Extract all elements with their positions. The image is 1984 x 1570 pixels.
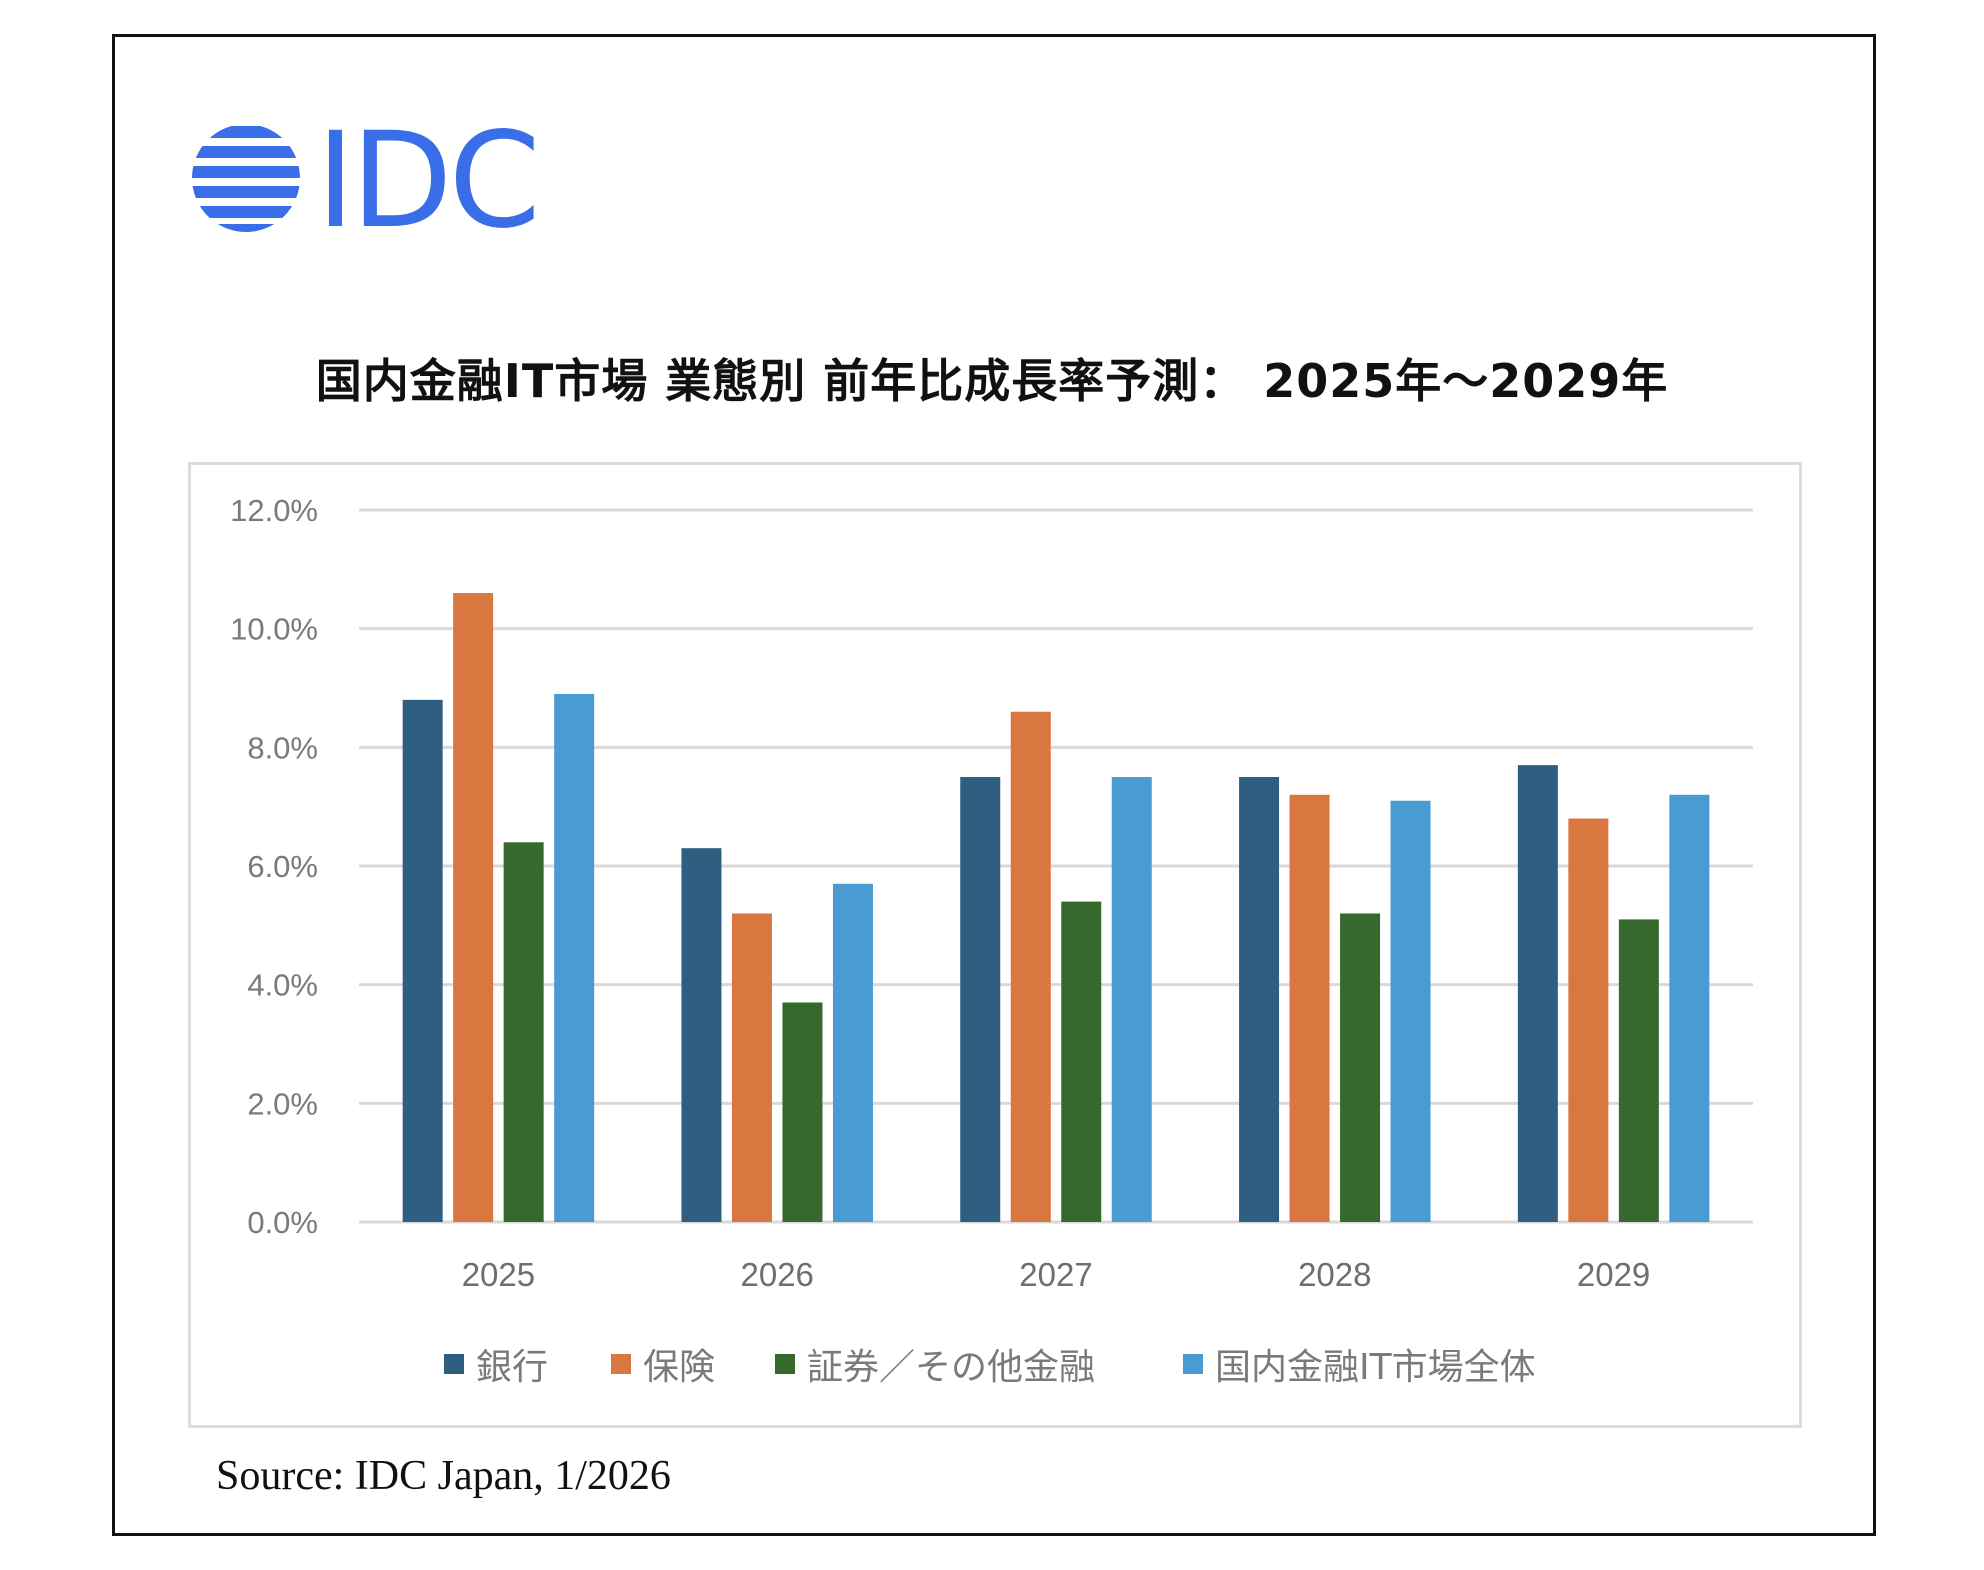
x-tick-label: 2025 (462, 1256, 535, 1293)
bar-2027-0 (960, 777, 1001, 1222)
bar-2029-3 (1669, 794, 1710, 1222)
bar-2027-1 (1010, 711, 1051, 1222)
x-tick-label: 2027 (1019, 1256, 1092, 1293)
y-tick-label: 2.0% (247, 1086, 318, 1121)
legend-swatch (611, 1354, 631, 1374)
bar-2026-1 (731, 913, 772, 1222)
bar-2028-1 (1289, 794, 1330, 1222)
bar-2025-2 (503, 842, 544, 1222)
bar-2027-3 (1111, 777, 1152, 1222)
figure-frame (112, 34, 1876, 1536)
legend-item: 国内金融IT市場全体 (1183, 1338, 1536, 1390)
y-tick-label: 0.0% (247, 1205, 318, 1240)
bar-2026-0 (681, 848, 722, 1222)
chart-title: 国内金融IT市場 業態別 前年比成長率予測： 2025年～2029年 (315, 354, 1669, 408)
x-tick-label: 2028 (1298, 1256, 1371, 1293)
legend-swatch (1183, 1354, 1203, 1374)
bar-2026-3 (832, 883, 873, 1222)
y-tick-label: 10.0% (230, 612, 318, 647)
y-tick-label: 12.0% (230, 493, 318, 528)
x-tick-label: 2026 (740, 1256, 813, 1293)
bar-2029-0 (1517, 765, 1558, 1222)
bar-2026-2 (782, 1002, 823, 1222)
legend-label: 銀行 (476, 1347, 549, 1388)
legend-label: 国内金融IT市場全体 (1215, 1347, 1536, 1388)
legend-label: 保険 (643, 1347, 716, 1388)
source-note: Source: IDC Japan, 1/2026 (216, 1453, 671, 1499)
idc-logo: IDC (192, 118, 541, 238)
legend: 銀行 保険 証券／その他金融 国内金融IT市場全体 (0, 1338, 1984, 1388)
bar-2025-1 (453, 593, 494, 1222)
legend-swatch (444, 1354, 464, 1374)
bar-2025-0 (402, 699, 443, 1222)
y-tick-label: 4.0% (247, 968, 318, 1003)
chart-area (188, 462, 1802, 1428)
bar-2029-1 (1568, 818, 1609, 1222)
legend-item: 証券／その他金融 (775, 1338, 1095, 1390)
bar-2028-2 (1340, 913, 1381, 1222)
bar-2027-2 (1061, 901, 1102, 1222)
bar-2028-3 (1390, 800, 1431, 1222)
bar-2029-2 (1618, 919, 1659, 1222)
legend-label: 証券／その他金融 (807, 1347, 1096, 1388)
y-tick-label: 6.0% (247, 849, 318, 884)
bar-2028-0 (1239, 777, 1280, 1222)
legend-item: 銀行 (444, 1338, 548, 1390)
x-tick-label: 2029 (1577, 1256, 1650, 1293)
y-tick-label: 8.0% (247, 730, 318, 765)
legend-item: 保険 (611, 1338, 715, 1390)
svg-text:IDC: IDC (316, 118, 537, 238)
legend-swatch (775, 1354, 795, 1374)
bar-2025-3 (554, 693, 595, 1222)
